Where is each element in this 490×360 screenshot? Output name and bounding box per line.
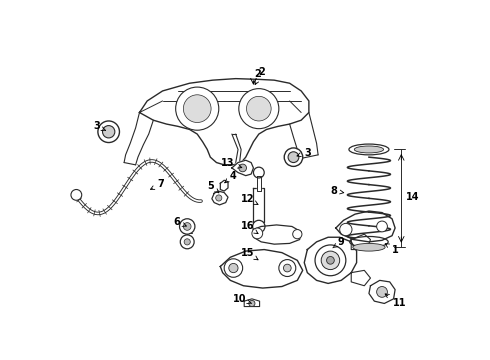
Circle shape (183, 222, 191, 230)
Text: 14: 14 (406, 192, 419, 202)
Circle shape (377, 221, 388, 232)
Circle shape (249, 300, 255, 307)
Polygon shape (244, 299, 260, 307)
Text: 15: 15 (241, 248, 258, 260)
Polygon shape (336, 211, 395, 242)
Text: 6: 6 (173, 217, 186, 227)
Polygon shape (369, 280, 395, 303)
Text: 1: 1 (385, 244, 398, 255)
Circle shape (239, 89, 279, 129)
Text: 3: 3 (297, 148, 311, 158)
Circle shape (321, 251, 340, 270)
Circle shape (283, 264, 291, 272)
Circle shape (377, 287, 388, 297)
Polygon shape (253, 188, 264, 222)
Polygon shape (232, 160, 253, 176)
Ellipse shape (349, 144, 389, 155)
Circle shape (288, 152, 299, 163)
Polygon shape (220, 180, 228, 191)
Circle shape (252, 228, 263, 239)
Circle shape (224, 259, 243, 277)
Text: 2: 2 (255, 67, 265, 85)
Text: 12: 12 (241, 194, 258, 204)
Polygon shape (257, 176, 261, 191)
Circle shape (180, 235, 194, 249)
Circle shape (98, 121, 120, 143)
Circle shape (246, 96, 271, 121)
Text: 3: 3 (93, 121, 105, 131)
Circle shape (340, 223, 352, 236)
Ellipse shape (353, 243, 385, 251)
Circle shape (179, 219, 195, 234)
Circle shape (183, 95, 211, 122)
Polygon shape (220, 249, 303, 288)
Text: 16: 16 (241, 221, 258, 234)
Text: 9: 9 (333, 237, 344, 248)
Text: 11: 11 (385, 294, 407, 309)
Circle shape (293, 230, 302, 239)
Circle shape (315, 245, 346, 276)
Text: 7: 7 (150, 179, 165, 189)
Circle shape (175, 87, 219, 130)
Circle shape (253, 220, 265, 233)
Polygon shape (140, 78, 309, 165)
Circle shape (216, 195, 222, 201)
Circle shape (253, 167, 264, 178)
Circle shape (284, 148, 303, 166)
Polygon shape (253, 225, 301, 244)
Text: 8: 8 (331, 186, 344, 196)
Circle shape (102, 126, 115, 138)
Polygon shape (304, 237, 357, 283)
Circle shape (71, 189, 82, 200)
Circle shape (239, 164, 246, 172)
Circle shape (326, 256, 334, 264)
Text: 5: 5 (207, 181, 219, 193)
Polygon shape (351, 270, 370, 286)
Ellipse shape (354, 146, 384, 153)
Text: 4: 4 (225, 171, 237, 183)
Circle shape (184, 239, 190, 245)
Circle shape (279, 260, 296, 276)
Polygon shape (212, 191, 228, 205)
Text: 10: 10 (233, 294, 252, 304)
Circle shape (229, 264, 238, 273)
Text: 2: 2 (254, 69, 261, 79)
Polygon shape (351, 234, 370, 249)
Text: 13: 13 (221, 158, 242, 168)
Ellipse shape (350, 237, 388, 247)
